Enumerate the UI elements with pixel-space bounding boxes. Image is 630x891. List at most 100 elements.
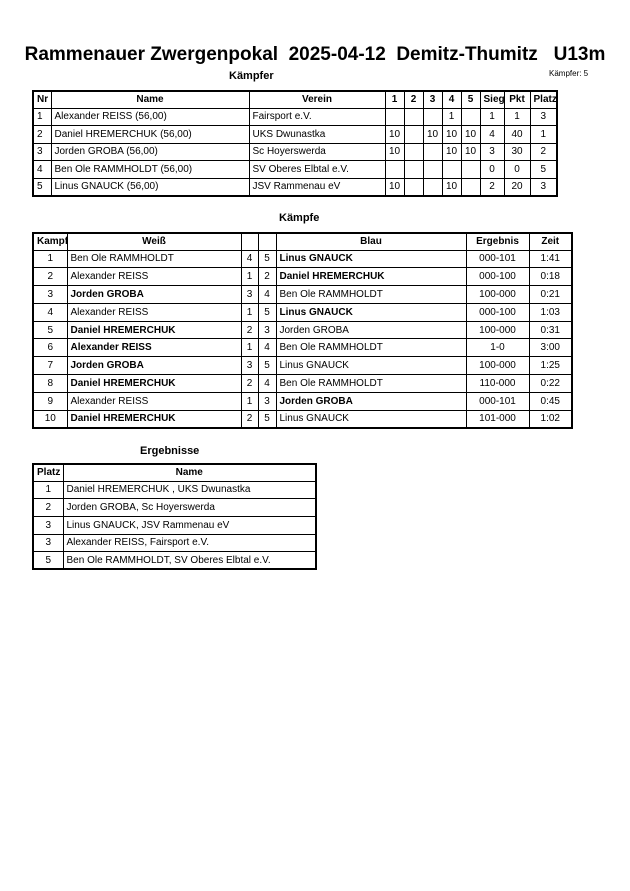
cell: 0:31 — [528, 320, 573, 340]
cell: Linus GNAUCK (56,00) — [50, 177, 250, 196]
row: 2 Alexander REISS 1 2 Daniel HREMERCHUK 000-1… — [32, 267, 573, 287]
cell: 100-000 — [465, 285, 530, 304]
cell — [422, 142, 443, 161]
fighter-count: Kämpfer: 5 — [549, 69, 589, 78]
column-header — [257, 232, 277, 251]
cell — [422, 160, 443, 179]
cell: 30 — [503, 142, 531, 161]
cell — [403, 177, 424, 196]
cell: 5 — [32, 177, 52, 196]
row: 8 Daniel HREMERCHUK 2 4 Ben Ole RAMMHOLDT 110… — [32, 374, 573, 393]
cell: Linus GNAUCK — [275, 409, 467, 429]
cell: 2 — [257, 267, 277, 287]
cell: 100-000 — [465, 356, 530, 376]
cell — [403, 142, 424, 161]
cell: 3 — [257, 320, 277, 340]
row: 2 Daniel HREMERCHUK (56,00) UKS Dwunastka 1… — [32, 125, 558, 144]
cell: 3 — [529, 107, 558, 126]
cell: 1-0 — [465, 338, 530, 358]
cell: JSV Rammenau eV — [248, 177, 386, 196]
cell: 6 — [32, 338, 68, 358]
cell: 10 — [384, 125, 405, 144]
column-header: Platz — [32, 463, 64, 482]
cell: 1:41 — [528, 249, 573, 269]
column-header: 2 — [403, 90, 424, 109]
cell: 3 — [240, 285, 259, 304]
cell: 3 — [32, 285, 68, 304]
cell: 3 — [529, 177, 558, 196]
column-header: 3 — [422, 90, 443, 109]
column-header: 4 — [441, 90, 462, 109]
cell: Jorden GROBA — [66, 356, 242, 376]
cell: Alexander REISS — [66, 391, 242, 411]
row: 7 Jorden GROBA 3 5 Linus GNAUCK 100-000 1:25 — [32, 356, 573, 376]
cell: Ben Ole RAMMHOLDT, SV Oberes Elbtal e.V. — [62, 551, 317, 570]
cell: 10 — [441, 125, 462, 144]
cell: 9 — [32, 391, 68, 411]
cell: Fairsport e.V. — [248, 107, 386, 126]
cell — [403, 125, 424, 144]
cell: Daniel HREMERCHUK — [66, 320, 242, 340]
column-header: Siege — [479, 90, 505, 109]
cell — [460, 160, 481, 179]
cell: 2 — [240, 374, 259, 393]
cell: 000-100 — [465, 267, 530, 287]
cell: SV Oberes Elbtal e.V. — [248, 160, 386, 179]
cell: Linus GNAUCK — [275, 249, 467, 269]
cell: Jorden GROBA (56,00) — [50, 142, 250, 161]
cell: 3 — [32, 515, 64, 535]
cell: Ben Ole RAMMHOLDT — [275, 338, 467, 358]
cell: Linus GNAUCK — [275, 302, 467, 322]
page-title: Rammenauer Zwergenpokal 2025-04-12 Demit… — [24, 44, 606, 65]
column-header — [240, 232, 259, 251]
cell: Jorden GROBA, Sc Hoyerswerda — [62, 498, 317, 517]
cell: 110-000 — [465, 374, 530, 393]
cell: Alexander REISS, Fairsport e.V. — [62, 533, 317, 553]
cell: 000-100 — [465, 302, 530, 322]
column-header: Blau — [275, 232, 467, 251]
cell: Jorden GROBA — [275, 320, 467, 340]
cell: 0:45 — [528, 391, 573, 411]
cell: 000-101 — [465, 391, 530, 411]
row: 10 Daniel HREMERCHUK 2 5 Linus GNAUCK 101-000… — [32, 409, 573, 429]
cell — [441, 160, 462, 179]
cell: 10 — [460, 125, 481, 144]
cell: 4 — [32, 160, 52, 179]
column-header: Platz — [529, 90, 558, 109]
cell: 3 — [32, 533, 64, 553]
cell: Alexander REISS (56,00) — [50, 107, 250, 126]
column-header: Ergebnis — [465, 232, 530, 251]
cell: 1 — [441, 107, 462, 126]
row: 4 Alexander REISS 1 5 Linus GNAUCK 000-100 1:0… — [32, 302, 573, 322]
cell: 7 — [32, 356, 68, 376]
row: 1 Ben Ole RAMMHOLDT 4 5 Linus GNAUCK 000-101 1… — [32, 249, 573, 269]
column-header: Verein — [248, 90, 386, 109]
cell: 1:03 — [528, 302, 573, 322]
cell: 1 — [240, 302, 259, 322]
cell: 5 — [257, 249, 277, 269]
cell: 20 — [503, 177, 531, 196]
cell: Daniel HREMERCHUK (56,00) — [50, 125, 250, 144]
column-header: Pkt — [503, 90, 531, 109]
cell: 4 — [240, 249, 259, 269]
row: 5 Ben Ole RAMMHOLDT, SV Oberes Elbtal e.V… — [32, 551, 317, 570]
cell: 0:22 — [528, 374, 573, 393]
header-row: Platz Name — [32, 463, 317, 482]
cell: 10 — [32, 409, 68, 429]
header-row: Kampf Weiß Blau Ergebnis Zeit — [32, 232, 573, 251]
cell: 0:18 — [528, 267, 573, 287]
cell: 2 — [240, 320, 259, 340]
cell: 5 — [32, 320, 68, 340]
cell: 000-101 — [465, 249, 530, 269]
header-row: NrNameVerein12345SiegePktPlatz — [32, 90, 558, 109]
cell: 5 — [257, 356, 277, 376]
cell: 1 — [479, 107, 505, 126]
cell: 0:21 — [528, 285, 573, 304]
cell: 3 — [257, 391, 277, 411]
cell: 4 — [32, 302, 68, 322]
cell: Alexander REISS — [66, 338, 242, 358]
fighters-heading: Kämpfer — [229, 70, 274, 82]
cell: 4 — [257, 285, 277, 304]
cell: 0 — [503, 160, 531, 179]
cell: Daniel HREMERCHUK — [275, 267, 467, 287]
